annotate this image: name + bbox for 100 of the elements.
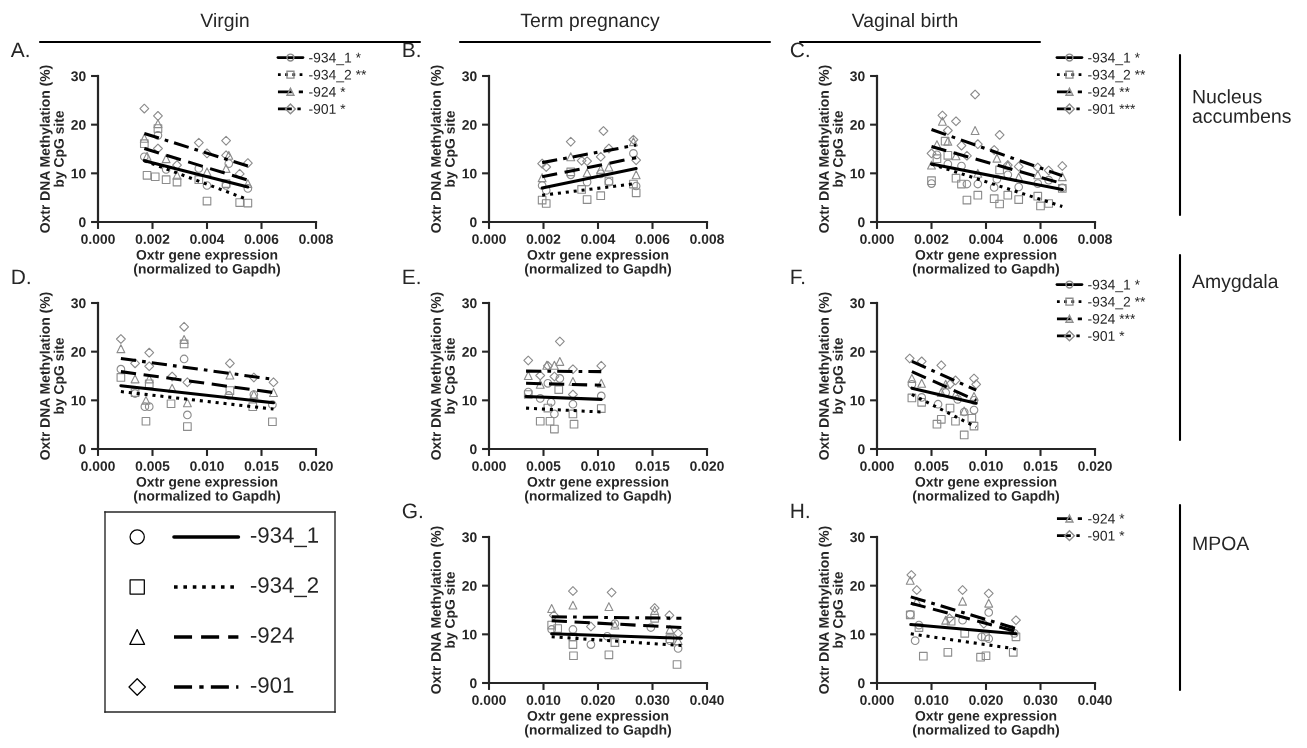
y-tick-label: 20 <box>71 120 86 130</box>
y-tick-label: 10 <box>462 395 477 406</box>
y-tick-label: 10 <box>850 168 865 179</box>
chart-title: D. <box>12 269 30 285</box>
x-tick-label: 0.020 <box>1078 461 1112 472</box>
chart-title: E. <box>403 269 420 285</box>
x-tick-label: 0.002 <box>135 234 170 245</box>
legend-label: -924 * <box>309 86 346 97</box>
x-tick-label: 0.008 <box>299 234 333 245</box>
y-tick-label: 0 <box>858 678 865 689</box>
x-axis-title: Oxtr gene expression (normalized to Gapdh) <box>134 249 280 277</box>
x-tick-label: 0.000 <box>81 234 115 245</box>
x-tick-label: 0.020 <box>690 461 724 472</box>
y-tick-label: 20 <box>462 581 477 591</box>
x-axis-title: Oxtr gene expression (normalized to Gapdh) <box>913 249 1059 277</box>
x-tick-label: 0.015 <box>1023 461 1058 472</box>
x-tick-label: 0.006 <box>1023 234 1058 245</box>
y-tick-label: 0 <box>79 444 86 455</box>
y-tick-label: 20 <box>462 120 477 130</box>
y-tick-label: 10 <box>850 395 865 406</box>
text: Virgin <box>200 12 249 32</box>
x-tick-label: 0.040 <box>690 695 724 706</box>
y-axis-title: Oxtr DNA Methylation (%) by CpG site <box>818 292 846 460</box>
chart-title: G. <box>402 503 422 519</box>
x-tick-label: 0.030 <box>635 695 670 706</box>
x-tick-label: 0.010 <box>969 461 1003 472</box>
x-tick-label: 0.020 <box>581 695 615 706</box>
legend-label: -901 * <box>1088 331 1125 341</box>
x-tick-label: 0.002 <box>914 234 949 245</box>
y-tick-label: 20 <box>71 347 86 357</box>
x-tick-label: 0.004 <box>969 234 1004 245</box>
chart-title: F. <box>791 269 805 285</box>
legend-label: -924 <box>250 627 294 643</box>
x-tick-label: 0.005 <box>914 461 949 472</box>
y-axis-title: Oxtr DNA Methylation (%) by CpG site <box>430 526 458 694</box>
text: Vaginal birth <box>851 12 958 32</box>
x-tick-label: 0.000 <box>860 695 894 706</box>
y-tick-label: 30 <box>462 298 477 309</box>
text: Nucleus accumbens <box>1192 89 1291 123</box>
chart-title: H. <box>791 503 809 519</box>
x-tick-label: 0.006 <box>244 234 279 245</box>
y-tick-label: 30 <box>462 532 477 543</box>
y-tick-label: 20 <box>462 347 477 357</box>
y-axis-title: Oxtr DNA Methylation (%) by CpG site <box>39 65 67 233</box>
y-axis-title: Oxtr DNA Methylation (%) by CpG site <box>430 292 458 460</box>
y-tick-label: 0 <box>470 444 477 455</box>
legend-label: -934_2 ** <box>1088 69 1146 83</box>
y-tick-label: 0 <box>858 217 865 228</box>
y-tick-label: 0 <box>79 217 86 228</box>
legend-label: -934_1 * <box>1088 52 1140 66</box>
y-axis-title: Oxtr DNA Methylation (%) by CpG site <box>818 526 846 694</box>
legend-label: -901 * <box>1088 530 1125 541</box>
x-tick-label: 0.020 <box>969 695 1003 706</box>
x-tick-label: 0.000 <box>472 234 506 245</box>
x-axis-title: Oxtr gene expression (normalized to Gapdh) <box>913 710 1059 738</box>
y-tick-label: 10 <box>462 168 477 179</box>
x-tick-label: 0.004 <box>581 234 616 245</box>
x-tick-label: 0.000 <box>472 461 506 472</box>
y-axis-title: Oxtr DNA Methylation (%) by CpG site <box>39 292 67 460</box>
legend-label: -924 * <box>1088 513 1125 524</box>
y-tick-label: 30 <box>71 71 86 82</box>
legend-label: -901 *** <box>1088 104 1136 114</box>
x-axis-title: Oxtr gene expression (normalized to Gapdh) <box>525 710 671 738</box>
legend-label: -934_1 * <box>1088 279 1140 293</box>
text: Amygdala <box>1192 273 1279 293</box>
text: Term pregnancy <box>520 13 660 32</box>
legend-label: -934_2 <box>250 577 318 598</box>
y-tick-label: 0 <box>858 444 865 455</box>
x-tick-label: 0.004 <box>190 234 225 245</box>
x-tick-label: 0.005 <box>526 461 561 472</box>
x-tick-label: 0.000 <box>472 695 506 706</box>
x-tick-label: 0.000 <box>860 461 894 472</box>
x-tick-label: 0.010 <box>526 695 561 706</box>
x-tick-label: 0.002 <box>526 234 561 245</box>
chart-title: B. <box>403 42 420 58</box>
y-tick-label: 10 <box>71 395 86 406</box>
legend-label: -924 ** <box>1088 86 1130 97</box>
y-tick-label: 30 <box>71 298 86 309</box>
x-axis-title: Oxtr gene expression (normalized to Gapdh) <box>525 476 671 504</box>
x-axis-title: Oxtr gene expression (normalized to Gapdh) <box>525 249 671 277</box>
x-tick-label: 0.006 <box>635 234 670 245</box>
x-tick-label: 0.040 <box>1078 695 1112 706</box>
x-axis-title: Oxtr gene expression (normalized to Gapdh) <box>913 476 1059 504</box>
legend-label: -901 <box>250 677 294 693</box>
x-tick-label: 0.010 <box>190 461 224 472</box>
x-tick-label: 0.010 <box>581 461 615 472</box>
y-tick-label: 20 <box>850 581 865 591</box>
legend-label: -934_1 <box>250 527 319 548</box>
y-tick-label: 30 <box>850 298 865 309</box>
x-tick-label: 0.010 <box>914 695 949 706</box>
y-tick-label: 0 <box>470 217 477 228</box>
x-tick-label: 0.015 <box>244 461 279 472</box>
x-tick-label: 0.008 <box>1078 234 1112 245</box>
x-tick-label: 0.008 <box>690 234 724 245</box>
y-tick-label: 30 <box>850 532 865 543</box>
chart-title: A. <box>10 42 29 58</box>
x-tick-label: 0.000 <box>81 461 115 472</box>
legend-label: -934_2 ** <box>1088 296 1146 310</box>
y-tick-label: 10 <box>462 629 477 640</box>
y-tick-label: 0 <box>470 678 477 689</box>
